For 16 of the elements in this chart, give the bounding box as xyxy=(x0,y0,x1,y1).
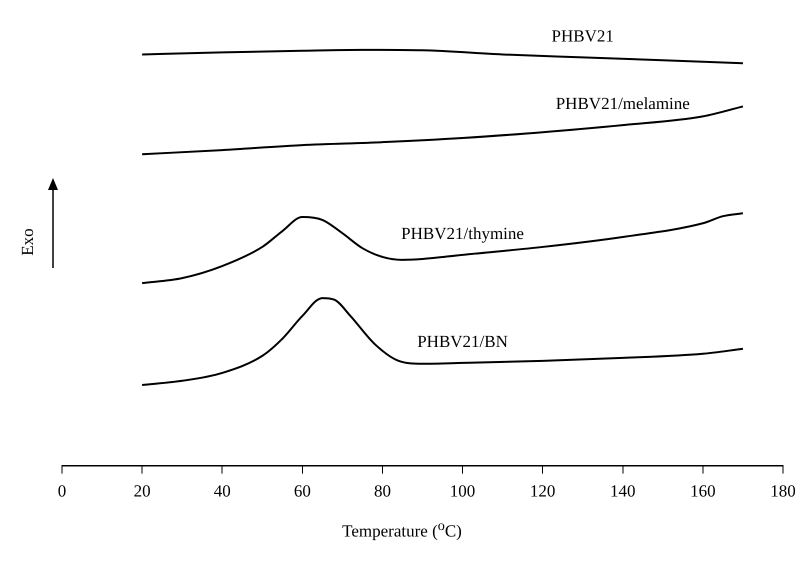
x-axis-title: Temperature ($^{o}$C) xyxy=(341,518,463,542)
x-tick-label: 120 xyxy=(530,481,556,500)
x-tick-label: 0 xyxy=(58,481,66,500)
x-tick-label: 100 xyxy=(450,481,476,500)
x-tick-label: 140 xyxy=(610,481,636,500)
x-tick-label: 160 xyxy=(690,481,716,500)
series-label: PHBV21/BN xyxy=(417,332,508,351)
x-tick-label: 180 xyxy=(770,481,796,500)
series-label: PHBV21 xyxy=(552,26,614,46)
series-label: PHBV21/thymine xyxy=(401,224,524,243)
series-label: PHBV21/melamine xyxy=(556,94,690,114)
x-tick-label: 80 xyxy=(374,481,391,500)
x-tick-label: 20 xyxy=(134,481,151,500)
x-tick-label: 40 xyxy=(214,481,231,500)
x-tick-label: 60 xyxy=(294,481,311,500)
y-axis-title: Exo xyxy=(18,227,38,258)
